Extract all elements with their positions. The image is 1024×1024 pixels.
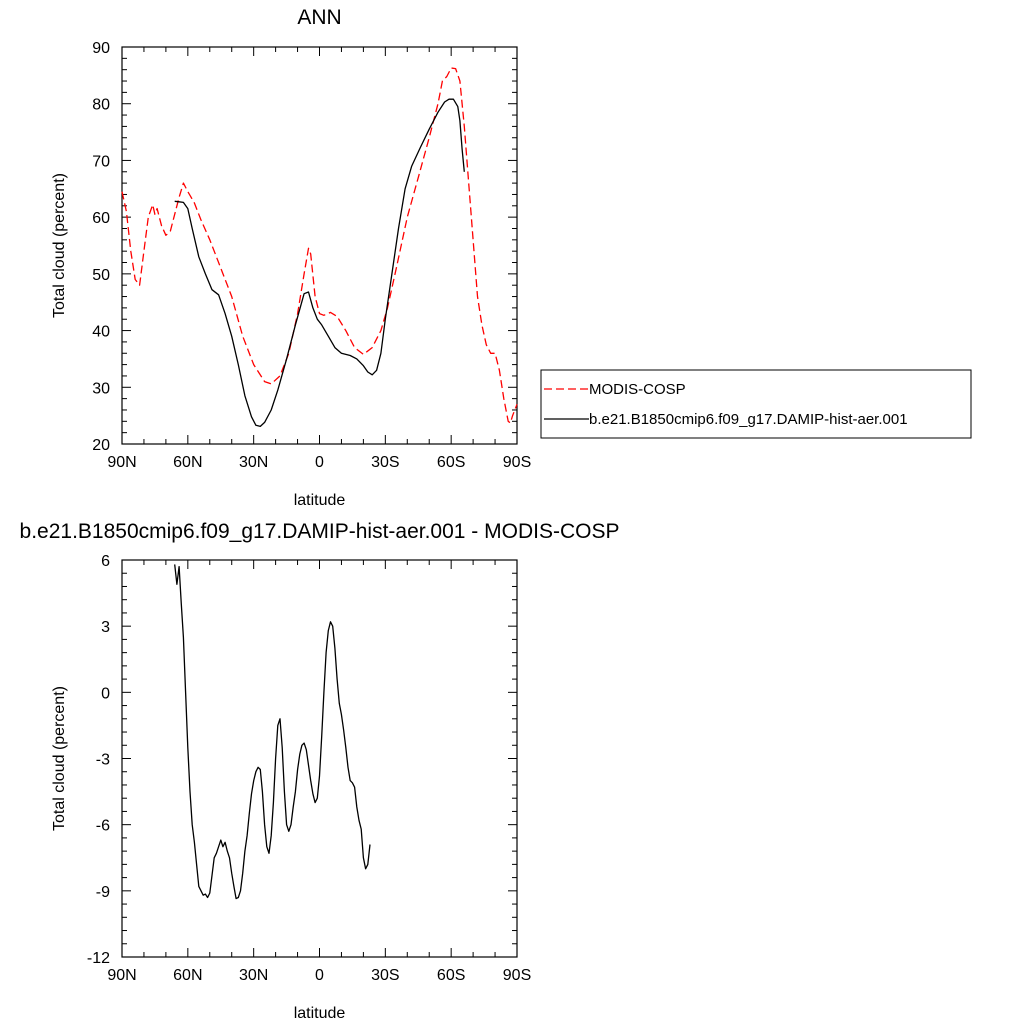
x-tick-label: 60N: [173, 967, 202, 984]
y-axis-label: Total cloud (percent): [51, 173, 68, 318]
y-tick-label: 0: [101, 685, 110, 702]
top-chart: ANN 90N 60N 30N 0 30S 60S 90S 20 30 40 50 60 70 80 90 la…: [51, 6, 972, 509]
x-tick-label: 90S: [503, 967, 531, 984]
legend-entry-0: MODIS-COSP: [589, 381, 686, 398]
x-tick-label: 30N: [239, 454, 268, 471]
x-tick-label: 90N: [107, 454, 136, 471]
x-tick-label: 0: [315, 454, 324, 471]
series-line-1: [174, 98, 465, 428]
y-tick-label: 70: [92, 153, 110, 170]
difference-chart: b.e21.B1850cmip6.f09_g17.DAMIP-hist-aer.…: [20, 520, 620, 1022]
y-tick-label: 40: [92, 324, 110, 341]
series-line-0: [121, 67, 518, 424]
plot-frame: [121, 559, 518, 958]
series-line-0: [174, 564, 371, 900]
y-tick-label: 60: [92, 210, 110, 227]
y-tick-label: 50: [92, 267, 110, 284]
x-tick-label: 90N: [107, 967, 136, 984]
y-tick-label: 30: [92, 380, 110, 397]
x-tick-label: 30N: [239, 967, 268, 984]
x-tick-label: 0: [315, 967, 324, 984]
x-axis-label: latitude: [294, 492, 346, 509]
y-tick-label: -6: [96, 818, 110, 835]
y-tick-label: 3: [101, 619, 110, 636]
x-tick-label: 30S: [371, 454, 399, 471]
y-tick-label: 20: [92, 437, 110, 454]
legend-box: [540, 369, 972, 439]
x-tick-label: 60S: [437, 967, 465, 984]
y-tick-label: -9: [96, 884, 110, 901]
x-tick-label: 30S: [371, 967, 399, 984]
chart-title: ANN: [297, 6, 341, 29]
y-tick-label: 6: [101, 553, 110, 570]
y-axis-label: Total cloud (percent): [51, 686, 68, 831]
y-tick-label: 80: [92, 97, 110, 114]
y-tick-label: -12: [87, 950, 110, 967]
y-tick-label: -3: [96, 752, 110, 769]
chart-title: b.e21.B1850cmip6.f09_g17.DAMIP-hist-aer.…: [20, 520, 620, 543]
x-axis-label: latitude: [294, 1005, 346, 1022]
x-tick-label: 60S: [437, 454, 465, 471]
y-tick-label: 90: [92, 40, 110, 57]
x-tick-label: 90S: [503, 454, 531, 471]
legend-entry-1: b.e21.B1850cmip6.f09_g17.DAMIP-hist-aer.…: [589, 411, 908, 428]
x-tick-label: 60N: [173, 454, 202, 471]
